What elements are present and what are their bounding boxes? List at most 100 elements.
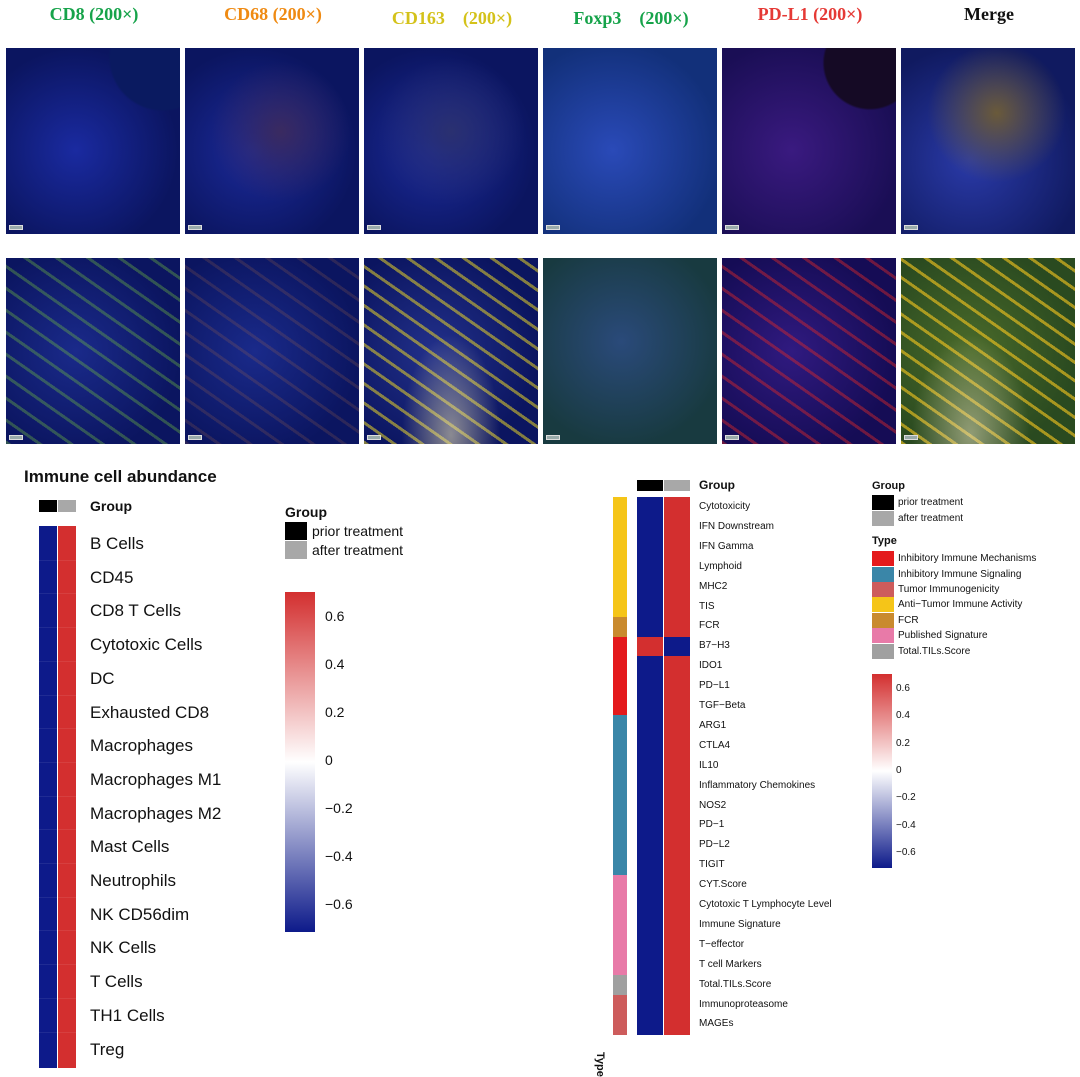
type-band-anti-tumor xyxy=(613,497,627,617)
type-legend-label: Anti−Tumor Immune Activity xyxy=(898,599,1023,610)
scale-bar xyxy=(546,435,560,440)
heatmap-column-prior xyxy=(39,526,57,1068)
row-label: PD−L2 xyxy=(699,839,730,851)
legend-swatch-after xyxy=(872,511,894,526)
row-divider xyxy=(39,627,76,629)
scale-tick: 0 xyxy=(896,765,902,776)
type-band-inhibitory-signaling xyxy=(613,715,627,875)
micro-image-cd163-after xyxy=(364,258,538,444)
type-swatch xyxy=(872,613,894,628)
micro-image-cd68-after xyxy=(185,258,359,444)
row-label: Treg xyxy=(90,1039,125,1059)
row-label: IL10 xyxy=(699,759,719,771)
column-title-foxp3: Foxp3 (200×) xyxy=(573,8,689,28)
row-label: CYT.Score xyxy=(699,879,747,891)
heatmap-column-prior xyxy=(637,497,663,1035)
row-label: T−effector xyxy=(699,938,745,950)
scale-bar xyxy=(367,435,381,440)
row-label: NK Cells xyxy=(90,938,157,958)
row-label: Cytotoxic Cells xyxy=(90,635,203,655)
legend-label-prior: prior treatment xyxy=(312,523,404,539)
micro-image-merge-after xyxy=(901,258,1075,444)
micro-image-pdl1-prior xyxy=(722,48,896,234)
group-header: Group xyxy=(90,498,132,514)
legend-label-after: after treatment xyxy=(312,542,404,558)
type-swatch xyxy=(872,567,894,582)
type-swatch xyxy=(872,582,894,597)
row-label: Immunoproteasome xyxy=(699,998,788,1010)
heatmap-cell-b7h3-prior xyxy=(637,637,663,656)
row-label: Immune Signature xyxy=(699,918,781,930)
type-legend-label: Inhibitory Immune Mechanisms xyxy=(898,553,1037,564)
row-divider xyxy=(39,761,76,763)
scale-bar xyxy=(904,225,918,230)
row-label: MHC2 xyxy=(699,580,728,592)
type-legend-label: Published Signature xyxy=(898,630,988,641)
row-label: Inflammatory Chemokines xyxy=(699,779,816,791)
group-bar-after xyxy=(664,480,690,491)
row-label: Cytotoxic T Lymphocyte Level xyxy=(699,899,832,910)
row-label: IFN Downstream xyxy=(699,520,775,532)
row-label: CD45 xyxy=(90,567,134,587)
row-label: Macrophages M2 xyxy=(90,803,222,823)
type-band-total-tils xyxy=(613,975,627,995)
column-title-cd163: CD163 (200×) xyxy=(391,8,513,28)
row-label: Neutrophils xyxy=(90,871,176,890)
row-label: CD8 T Cells xyxy=(90,601,182,621)
group-bar-prior xyxy=(39,500,57,512)
row-label: NK CD56dim xyxy=(90,904,190,924)
color-scale-bar xyxy=(285,592,315,932)
row-divider xyxy=(39,559,76,561)
micro-image-cd163-prior xyxy=(364,48,538,234)
row-label: B Cells xyxy=(90,534,144,553)
scale-bar xyxy=(9,435,23,440)
type-legend-label: FCR xyxy=(898,615,919,626)
type-legend-item: Tumor Immunogenicity xyxy=(872,582,999,597)
column-title-merge: Merge xyxy=(964,4,1014,24)
scale-bar xyxy=(546,225,560,230)
micro-image-cd8-after xyxy=(6,258,180,444)
scale-tick: −0.4 xyxy=(896,820,916,831)
type-axis-label: Type xyxy=(594,1052,606,1077)
scale-tick: 0.4 xyxy=(325,656,345,672)
row-label: Lymphoid xyxy=(699,560,742,572)
heatmap-column-after xyxy=(58,526,76,1068)
type-swatch xyxy=(872,597,894,612)
row-label: TIS xyxy=(699,600,715,612)
row-label: PD−1 xyxy=(699,819,725,831)
row-label: IFN Gamma xyxy=(699,540,754,552)
scale-bar xyxy=(9,225,23,230)
scale-tick: 0.2 xyxy=(325,704,345,720)
row-label: B7−H3 xyxy=(699,640,730,652)
group-bar-prior xyxy=(637,480,663,491)
row-label: MAGEs xyxy=(699,1018,734,1030)
row-divider xyxy=(39,829,76,831)
type-band-tumor-immunogenicity xyxy=(613,995,627,1035)
scale-bar xyxy=(725,435,739,440)
scale-tick: 0.2 xyxy=(896,738,910,749)
row-label: Exhausted CD8 xyxy=(90,702,210,722)
type-band-inhibitory-mechanisms xyxy=(613,637,627,715)
type-swatch xyxy=(872,551,894,566)
scale-tick: −0.6 xyxy=(325,896,353,912)
type-band-fcr xyxy=(613,617,627,637)
row-label: Total.TILs.Score xyxy=(699,978,772,990)
row-divider xyxy=(39,997,76,999)
legend-swatch-prior xyxy=(285,522,307,540)
row-label: IDO1 xyxy=(699,660,723,672)
row-label: TGF−Beta xyxy=(699,700,746,711)
type-legend-item: Inhibitory Immune Mechanisms xyxy=(872,551,1036,566)
type-legend-item: Total.TILs.Score xyxy=(872,644,970,659)
row-label: Mast Cells xyxy=(90,837,170,857)
micro-image-merge-prior xyxy=(901,48,1075,234)
micro-image-foxp3-prior xyxy=(543,48,717,234)
row-divider xyxy=(39,694,76,696)
micro-image-cd68-prior xyxy=(185,48,359,234)
scale-tick: 0 xyxy=(325,752,333,768)
row-divider xyxy=(39,1031,76,1033)
column-title-cd8: CD8 (200×) xyxy=(49,4,139,24)
row-label: DC xyxy=(90,668,115,688)
scale-bar xyxy=(367,225,381,230)
heatmap-title: Immune cell abundance xyxy=(24,467,217,486)
row-divider xyxy=(39,728,76,730)
